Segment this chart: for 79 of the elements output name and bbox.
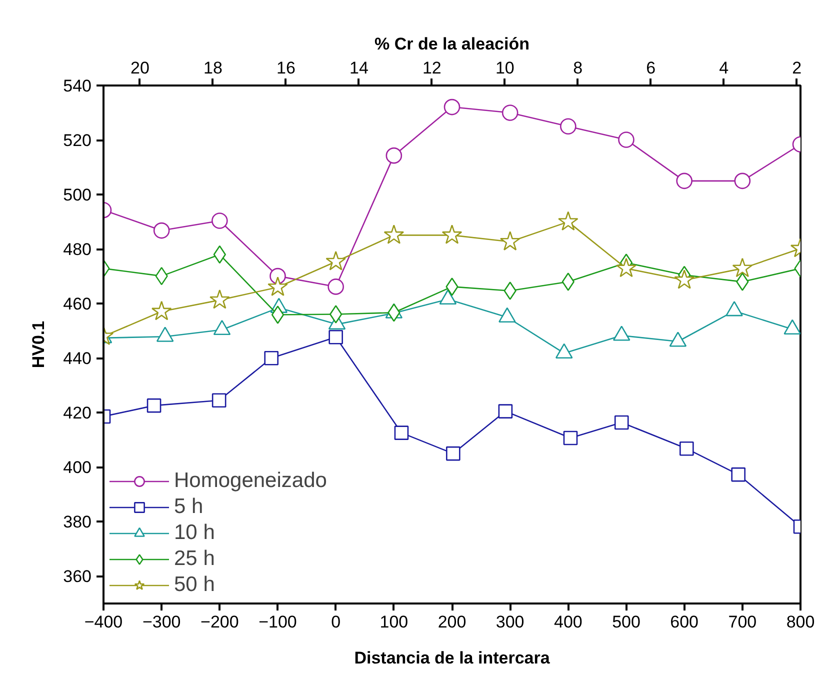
point [616,258,636,278]
x-tick-label: −300 [142,612,181,632]
point [271,306,284,324]
y-tick-label: 400 [63,458,92,478]
x-tick-label: 600 [670,612,699,632]
point [212,393,226,408]
point [560,118,576,135]
point [446,446,460,461]
point [146,398,162,413]
x-tick-label: 200 [438,612,466,632]
y-tick-label: 460 [63,294,92,314]
x-tick-label: 100 [380,612,408,632]
point [502,104,518,121]
y-tick-label: 540 [63,76,92,96]
x2-tick-label: 10 [495,58,514,78]
y-tick-label: 480 [63,240,92,260]
x2-tick-label: 18 [204,58,222,78]
point [731,467,746,482]
point [394,426,409,440]
x-tick-label: 400 [554,612,582,632]
x-tick-label: 700 [728,612,757,632]
point [153,222,170,239]
point [446,278,458,296]
point [210,289,230,309]
y-tick-label: 380 [63,512,92,532]
point [734,172,751,190]
point [732,258,753,278]
point [680,441,694,456]
y-tick-label: 420 [63,404,92,423]
point [328,330,343,344]
point [326,250,346,270]
x-tick-label: 0 [331,612,341,632]
x2-tick-label: 2 [792,58,802,78]
point [674,270,694,289]
y-axis-title: HV0.1 [29,320,48,368]
point [614,415,629,430]
point [504,282,516,300]
point [558,211,578,231]
y-tick-label: 360 [63,567,92,586]
point [442,224,462,244]
point [444,98,460,116]
legend-label: Homogeneizado [174,469,327,493]
legend-label: 5 h [174,495,204,519]
x2-tick-label: 8 [573,58,583,78]
point [151,300,172,320]
x2-tick-label: 4 [719,58,729,78]
y-tick-label: 520 [63,131,92,150]
y-tick-label: 500 [63,186,92,205]
point [618,132,634,148]
x-tick-label: 800 [786,612,815,632]
point [562,272,574,291]
point [212,212,228,229]
x-tick-label: 500 [612,612,640,632]
point [498,404,513,418]
point [500,231,520,250]
point [268,276,288,296]
x2-axis-title: % Cr de la aleación [374,34,530,54]
x-tick-label: −100 [258,612,297,632]
point [384,224,404,244]
point [386,147,402,164]
x2-tick-label: 6 [646,58,656,78]
point [736,272,749,291]
legend-label: 25 h [174,547,215,571]
x-tick-label: 300 [496,612,524,632]
point [330,305,342,324]
x2-tick-label: 16 [276,58,296,78]
y-tick-label: 440 [63,349,92,368]
x-axis-title: Distancia de la intercara [354,648,550,668]
x2-tick-label: 14 [349,58,368,78]
x-tick-label: −200 [200,612,239,632]
point [264,350,279,366]
point [676,172,692,190]
point [563,430,578,446]
x2-tick-label: 12 [422,58,442,78]
x2-tick-label: 20 [130,58,150,78]
point [328,278,344,295]
legend-label: 10 h [174,521,215,545]
x-tick-label: −400 [84,612,123,632]
legend-label: 50 h [174,573,215,597]
